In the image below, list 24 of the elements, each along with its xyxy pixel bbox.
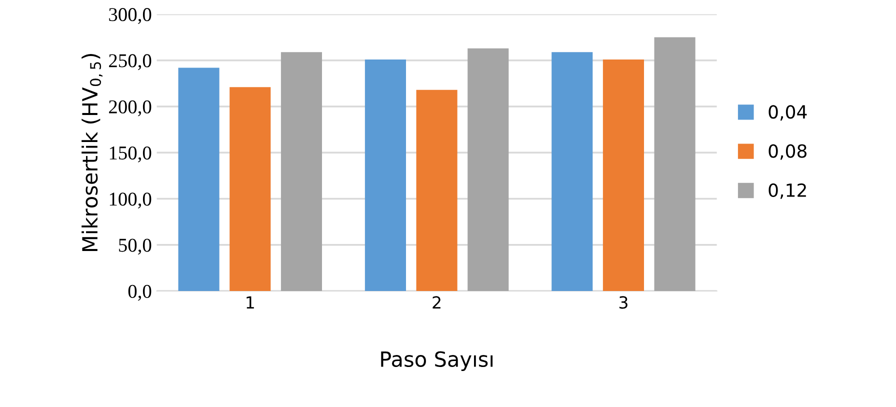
legend-label: 0,08: [768, 144, 807, 160]
y-tick-label: 0,0: [128, 284, 152, 301]
legend-label: 0,12: [768, 183, 806, 199]
bar: [280, 52, 322, 292]
x-axis-title: Paso Sayısı: [381, 351, 493, 372]
bar: [178, 68, 220, 292]
y-tick-label: 200,0: [109, 100, 152, 116]
bar: [654, 37, 696, 292]
bar: [230, 87, 271, 292]
bar: [552, 52, 593, 292]
x-tick-label: 3: [619, 296, 628, 309]
bar: [364, 59, 406, 292]
bar: [602, 59, 644, 292]
x-tick-label: 1: [246, 296, 254, 309]
bar: [416, 90, 458, 292]
x-tick-label: 2: [432, 296, 440, 309]
y-axis-title: Mikrosertlik (HV$_{0,5}$): [82, 54, 103, 251]
y-tick-label: 250,0: [109, 54, 152, 70]
bar: [468, 48, 509, 292]
y-tick-label: 50,0: [119, 238, 152, 255]
y-tick-label: 300,0: [109, 8, 152, 24]
y-tick-label: 150,0: [110, 146, 152, 162]
y-tick-label: 100,0: [110, 192, 152, 208]
legend-label: 0,04: [768, 105, 807, 121]
